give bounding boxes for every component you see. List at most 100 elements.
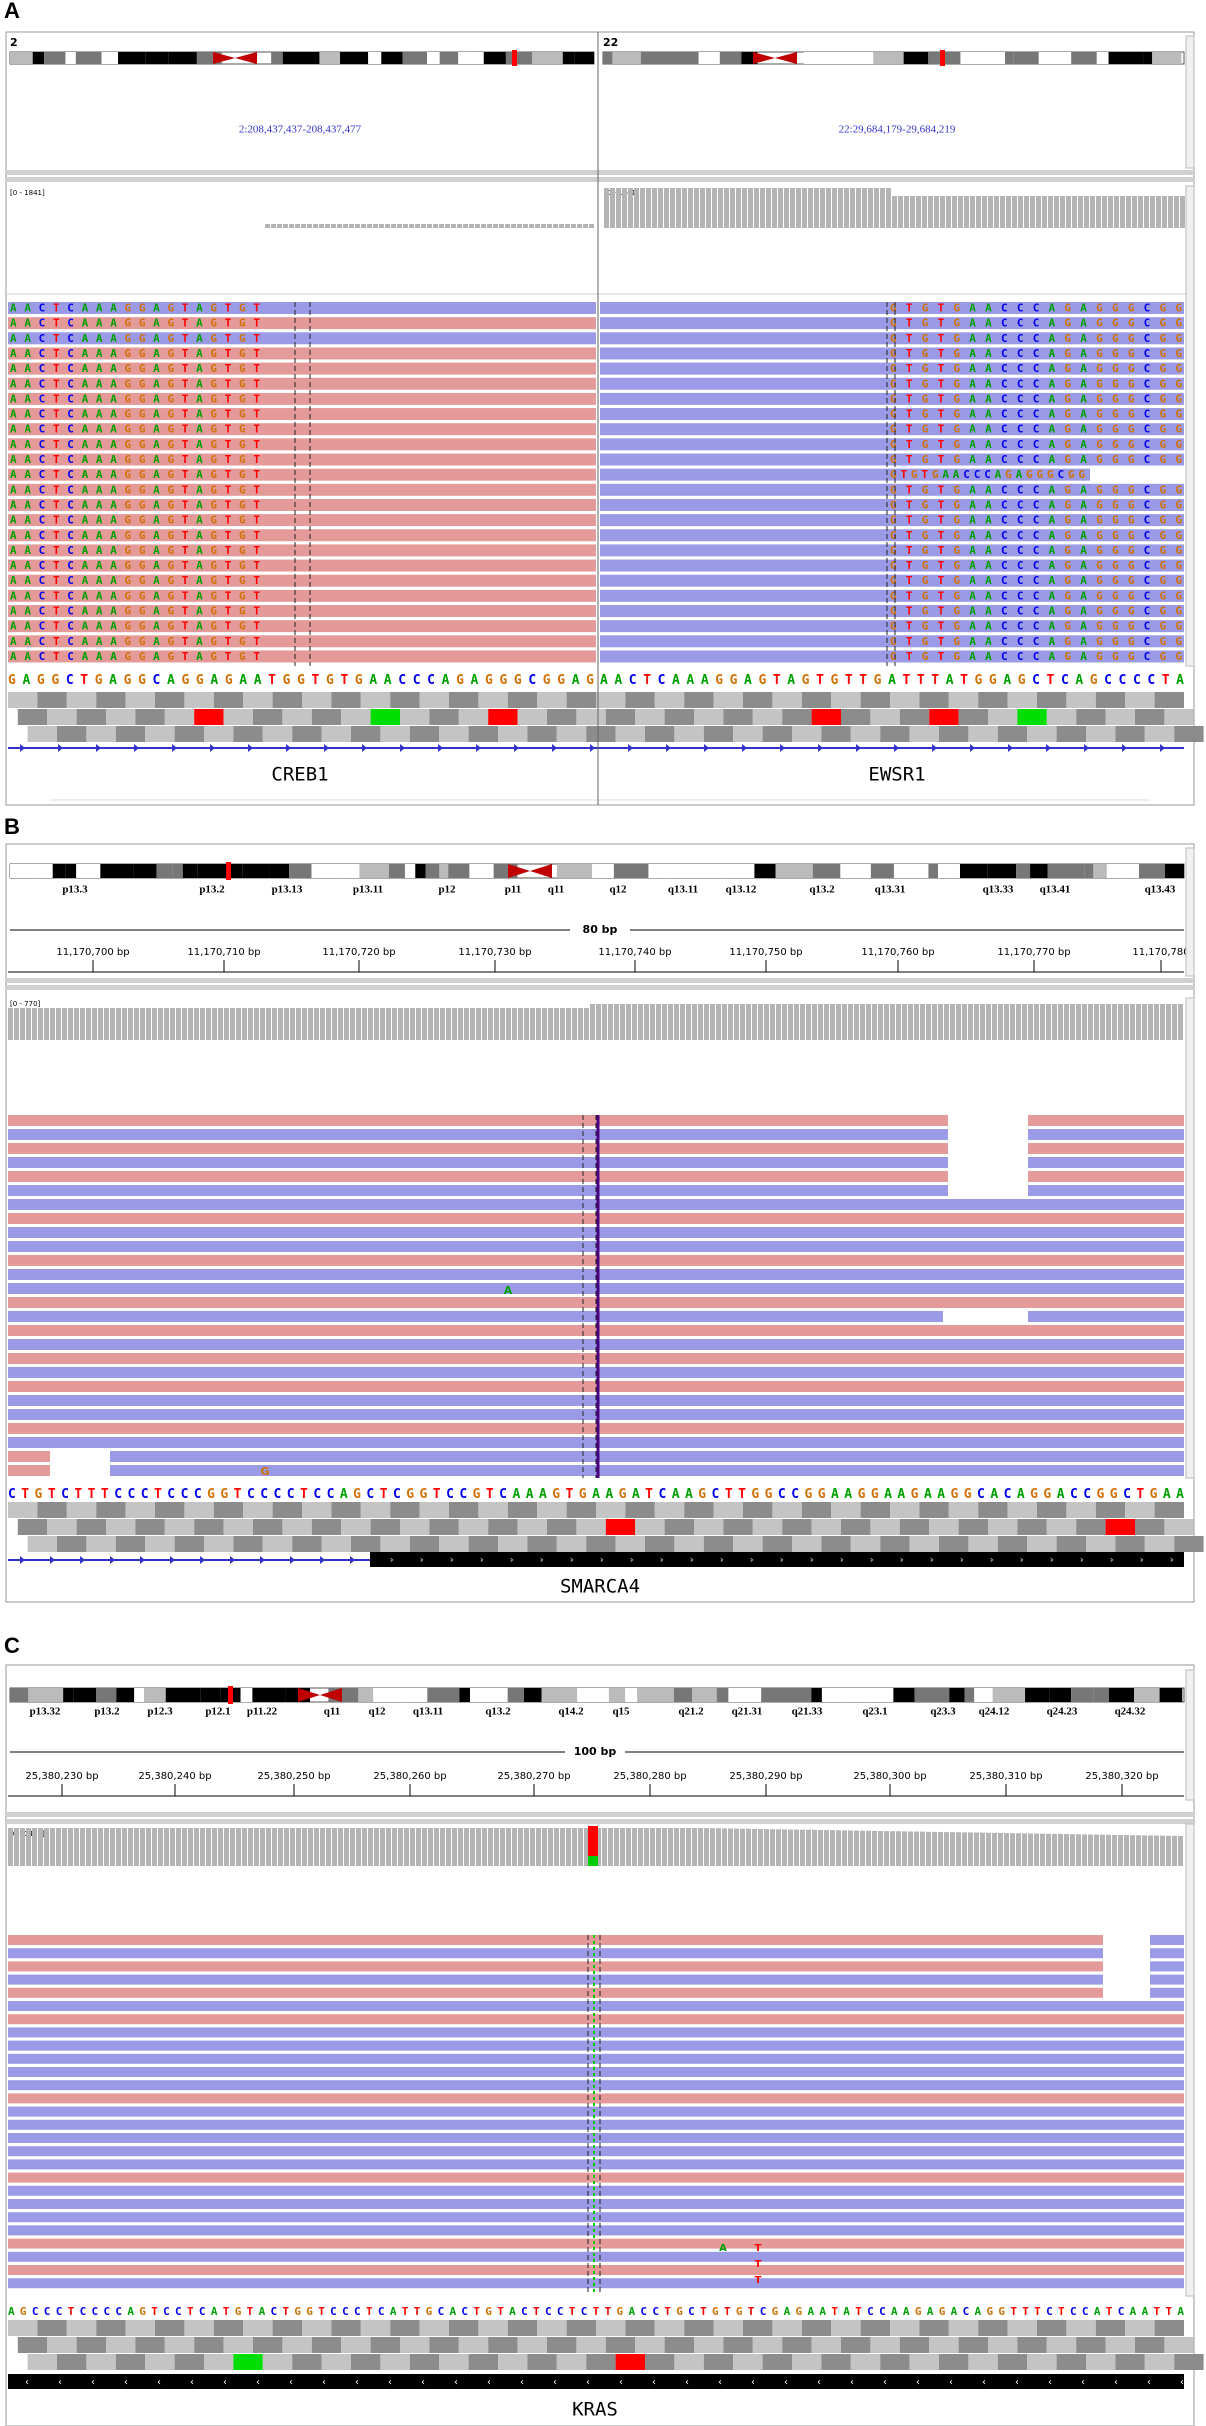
base: T <box>253 408 260 421</box>
base: C <box>1144 438 1151 451</box>
base: A <box>1080 408 1087 421</box>
base: C <box>1104 673 1112 688</box>
amino-acid <box>919 2320 949 2336</box>
base: T <box>643 673 651 688</box>
base: C <box>712 1487 720 1502</box>
base: A <box>969 574 976 587</box>
amino-acid <box>743 2320 773 2336</box>
base: A <box>1049 392 1056 405</box>
base: G <box>1096 347 1103 360</box>
base: G <box>911 1487 919 1502</box>
cytoband <box>964 1688 975 1702</box>
base: T <box>225 559 232 572</box>
base: C <box>1033 635 1040 648</box>
base: T <box>154 1487 162 1502</box>
base: T <box>253 362 260 375</box>
coverage-bar <box>896 1831 901 1866</box>
base: G <box>1096 302 1103 315</box>
strand-arrow: › <box>870 1556 874 1566</box>
coverage-bar <box>265 224 270 228</box>
base: A <box>110 347 117 360</box>
base: A <box>701 673 709 688</box>
base: G <box>1096 635 1103 648</box>
amino-acid <box>664 709 694 725</box>
amino-acid <box>184 2320 214 2336</box>
coverage-bar <box>734 1828 739 1866</box>
base: G <box>1160 650 1167 663</box>
base: A <box>985 438 992 451</box>
amino-acid <box>400 709 430 725</box>
locus-marker <box>226 862 231 880</box>
centromere <box>775 52 797 64</box>
base: A <box>82 438 89 451</box>
base: G <box>890 514 897 527</box>
base: A <box>969 362 976 375</box>
coverage-bar <box>524 1828 529 1866</box>
coverage-bar <box>349 224 354 228</box>
coverage-bar <box>1160 1004 1165 1040</box>
base: C <box>1033 589 1040 602</box>
coverage-bar <box>976 196 981 228</box>
base: T <box>225 423 232 436</box>
base: A <box>24 438 31 451</box>
base: G <box>139 332 146 345</box>
cytoband <box>893 864 929 878</box>
base: C <box>760 2305 767 2318</box>
coverage-bar <box>944 1004 949 1040</box>
mismatch: T <box>755 2259 762 2270</box>
base: G <box>730 673 738 688</box>
strand-arrow: › <box>1020 1556 1024 1566</box>
coverage-bar <box>1018 196 1023 228</box>
base: T <box>938 392 945 405</box>
base: C <box>1144 544 1151 557</box>
base: A <box>196 408 203 421</box>
base: A <box>82 544 89 557</box>
base: T <box>340 673 348 688</box>
coverage-bar <box>818 1829 823 1866</box>
cytoband-label: q21.2 <box>678 1706 704 1718</box>
coverage-bar <box>826 188 831 228</box>
cytoband <box>775 864 813 878</box>
strand-arrow: › <box>450 1556 454 1566</box>
amino-acid <box>66 2320 97 2336</box>
amino-acid <box>958 709 988 725</box>
base: A <box>96 559 103 572</box>
coverage-bar <box>964 196 969 228</box>
coverage-bar <box>938 1831 943 1866</box>
coverage-bar <box>848 1830 853 1866</box>
coverage-bar <box>1148 1835 1153 1866</box>
coverage-bar <box>862 188 867 228</box>
base: G <box>125 605 132 618</box>
coverage-bar <box>782 1829 787 1866</box>
base: T <box>906 302 913 315</box>
strand-arrow: › <box>480 1556 484 1566</box>
coverage-bar <box>1006 196 1011 228</box>
cytoband <box>483 52 506 64</box>
coverage-bar <box>236 1008 241 1040</box>
amino-acid <box>860 1502 890 1518</box>
base: G <box>922 423 929 436</box>
coverage-bar <box>14 1828 19 1866</box>
amino-acid <box>1027 726 1057 742</box>
base: G <box>239 423 246 436</box>
base: A <box>96 332 103 345</box>
coverage-bar <box>122 1828 127 1866</box>
coverage-bar <box>278 1008 283 1040</box>
strand-arrow: ‹ <box>223 2377 227 2388</box>
amino-acid <box>801 1502 832 1518</box>
base: G <box>998 2305 1005 2318</box>
cytoband <box>340 52 369 64</box>
base: G <box>890 635 897 648</box>
base: T <box>906 529 913 542</box>
amino-acid <box>733 1536 763 1552</box>
base: A <box>888 673 896 688</box>
strand-arrow <box>230 1556 235 1564</box>
base: A <box>10 605 17 618</box>
base: G <box>922 453 929 466</box>
amino-acid <box>223 2337 253 2353</box>
amino-acid <box>978 1502 1008 1518</box>
